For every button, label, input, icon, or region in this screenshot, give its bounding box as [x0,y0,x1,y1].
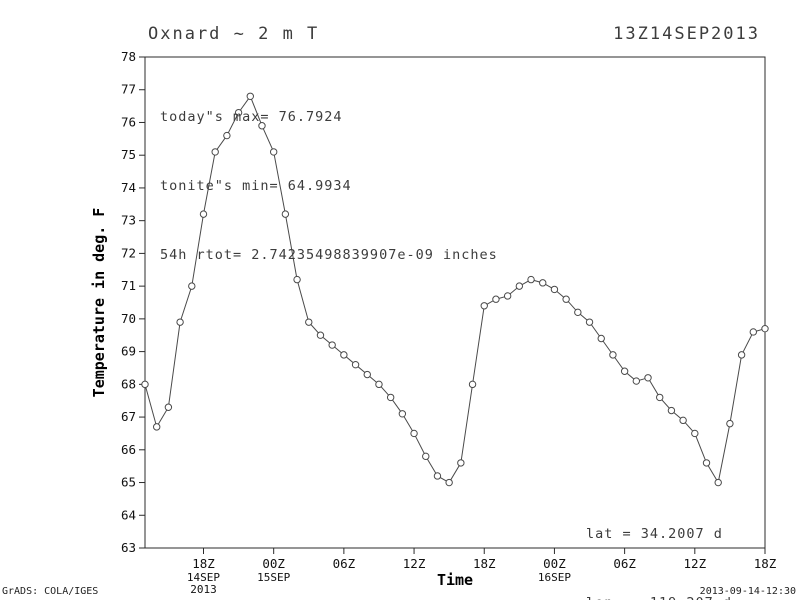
creation-timestamp: 2013-09-14-12:30 [699,586,796,597]
stats-annotation-block: today"s max= 76.7924 tonite"s min= 64.99… [160,60,498,313]
data-point-marker [492,295,500,303]
data-point-marker [539,279,547,287]
data-point-marker [503,292,512,300]
data-point-marker [199,210,208,218]
data-point-marker [737,351,746,359]
y-tick-label: 63 [121,540,136,555]
data-point-marker [293,275,301,284]
x-tick-date-label: 2013 [190,583,217,596]
data-point-marker [188,282,196,290]
data-point-marker [141,380,149,389]
data-point-marker [445,478,453,487]
data-point-marker [375,380,383,389]
y-tick-label: 68 [121,376,136,391]
y-axis-title: Temperature in deg. F [90,208,108,398]
data-point-marker [691,429,699,438]
x-tick-label: 12Z [684,556,707,571]
data-point-marker [316,331,325,339]
x-tick-date-label: 16SEP [538,571,571,584]
data-point-marker [433,472,442,480]
data-point-marker [351,360,360,369]
y-tick-label: 69 [121,344,136,359]
data-point-marker [340,351,348,359]
data-point-marker [550,285,559,294]
x-tick-label: 12Z [403,556,426,571]
data-point-marker [305,318,313,326]
y-tick-label: 70 [121,311,136,326]
data-point-marker [223,131,231,140]
x-tick-label: 18Z [473,556,496,571]
y-tick-label: 64 [121,507,136,522]
data-point-marker [410,429,418,438]
data-point-marker [176,318,184,326]
data-point-marker [515,282,524,290]
x-tick-date-label: 14SEP [187,571,220,584]
grads-credit-text: GrADS: COLA/IGES [2,586,99,597]
stat-min-line: tonite"s min= 64.9934 [160,178,352,194]
x-tick-label: 06Z [613,556,636,571]
lon-line: lon = -119.207 d [586,592,732,600]
plot-datetime: 13Z14SEP2013 [613,24,760,44]
data-point-marker [269,148,278,156]
data-point-marker [398,410,407,418]
data-point-marker [468,380,477,389]
data-point-marker [211,148,219,156]
y-tick-label: 73 [121,213,136,228]
y-tick-label: 77 [121,82,136,97]
y-tick-label: 74 [121,180,136,195]
y-tick-label: 67 [121,409,136,424]
data-point-marker [714,478,722,487]
lat-line: lat = 34.2007 d [586,526,723,542]
data-point-marker [246,92,254,100]
x-tick-label: 06Z [333,556,356,571]
data-point-marker [632,377,641,385]
data-point-marker [386,393,395,402]
data-point-marker [609,351,617,359]
x-tick-label: 18Z [754,556,777,571]
y-tick-label: 66 [121,442,136,457]
location-annotation-block: lat = 34.2007 d lon = -119.207 d elev = … [586,477,732,600]
y-tick-label: 65 [121,475,136,490]
stat-rtot-line: 54h rtot= 2.74235498839907e-09 inches [160,247,498,263]
x-axis-title: Time [437,571,473,589]
data-point-marker [457,459,465,467]
data-point-marker [667,406,676,415]
y-tick-label: 72 [121,245,136,260]
data-point-marker [164,403,173,411]
data-point-marker [527,275,535,284]
data-point-marker [258,122,266,130]
x-tick-label: 00Z [262,556,285,571]
data-point-marker [574,308,582,317]
data-point-marker [480,302,488,310]
data-point-marker [281,210,290,218]
y-tick-label: 75 [121,147,136,162]
data-point-marker [562,295,570,303]
data-point-marker [761,324,769,333]
data-point-marker [585,318,594,326]
x-tick-label: 18Z [192,556,215,571]
x-tick-date-label: 15SEP [257,571,290,584]
data-point-marker [363,370,371,379]
data-point-marker [152,423,161,431]
y-tick-label: 78 [121,49,136,64]
data-point-marker [422,452,430,461]
data-point-marker [656,393,664,402]
y-tick-label: 76 [121,114,136,129]
plot-title: Oxnard ~ 2 m T [148,24,320,44]
data-point-marker [679,416,687,425]
y-tick-label: 71 [121,278,136,293]
data-point-marker [726,419,734,428]
data-point-marker [234,108,243,117]
plot-frame [144,56,766,549]
data-point-marker [702,459,711,467]
x-tick-label: 00Z [543,556,566,571]
data-point-marker [597,334,605,343]
data-point-marker [620,367,629,375]
data-point-marker [644,374,652,382]
data-point-marker [749,328,758,336]
data-point-marker [328,341,336,349]
stat-max-line: today"s max= 76.7924 [160,109,343,125]
